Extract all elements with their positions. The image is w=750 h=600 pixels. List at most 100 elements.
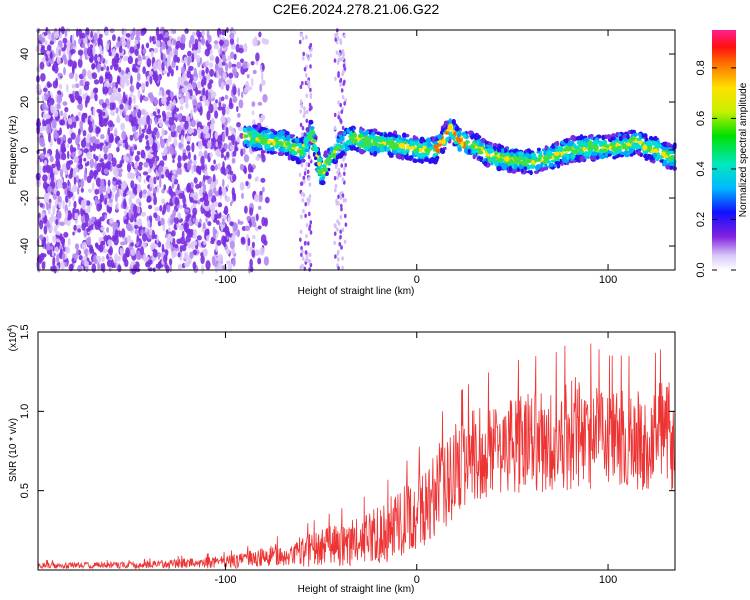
noise-point — [252, 234, 256, 240]
noise-point — [125, 247, 130, 258]
ridge-point — [485, 144, 489, 148]
noise-point — [201, 37, 206, 46]
noise-point — [299, 229, 303, 234]
noise-point — [231, 63, 237, 68]
noise-point — [145, 81, 149, 87]
ridge-point — [345, 146, 350, 151]
noise-point — [65, 194, 69, 204]
noise-point — [83, 260, 89, 267]
ridge-point — [445, 136, 449, 142]
ridge-point — [376, 138, 380, 143]
noise-point — [341, 265, 344, 271]
ridge-point — [262, 130, 267, 134]
noise-point — [207, 82, 212, 90]
noise-point — [116, 202, 119, 209]
noise-point — [126, 162, 132, 173]
noise-point — [175, 65, 179, 71]
noise-point — [205, 66, 209, 75]
noise-point — [229, 240, 235, 250]
ridge-point — [611, 133, 617, 137]
noise-point — [118, 188, 122, 196]
noise-point — [159, 205, 163, 212]
noise-point — [115, 107, 119, 114]
noise-point — [87, 69, 92, 79]
noise-point — [334, 37, 338, 42]
noise-point — [52, 63, 56, 72]
ridge-point — [659, 159, 665, 163]
noise-point — [335, 201, 339, 206]
ridge-point — [372, 128, 378, 133]
ridge-point — [624, 152, 630, 158]
ridge-point — [476, 148, 482, 152]
noise-point — [208, 103, 214, 114]
ridge-point — [303, 136, 310, 143]
noise-point — [208, 189, 213, 198]
noise-point — [336, 227, 339, 232]
noise-point — [176, 36, 181, 41]
noise-point — [179, 41, 186, 51]
ridge-point — [629, 153, 634, 157]
ridge-point — [364, 145, 369, 152]
ridge-point — [269, 150, 275, 155]
noise-point — [258, 193, 263, 203]
noise-point — [142, 66, 146, 75]
noise-point — [152, 249, 158, 258]
ridge-point — [325, 171, 329, 176]
noise-point — [184, 28, 189, 34]
noise-point — [68, 52, 72, 61]
noise-point — [89, 158, 95, 169]
noise-point — [40, 73, 46, 82]
noise-point — [226, 230, 230, 237]
noise-point — [99, 216, 105, 222]
noise-point — [174, 113, 178, 118]
ridge-point — [547, 160, 551, 164]
noise-point — [83, 157, 87, 162]
noise-point — [91, 248, 95, 254]
ridge-point — [516, 167, 520, 172]
ridge-point — [290, 134, 296, 138]
ridge-point — [645, 140, 650, 145]
ridge-point — [406, 144, 410, 150]
noise-point — [309, 230, 313, 235]
ridge-point — [616, 146, 622, 150]
noise-point — [141, 82, 145, 91]
noise-point — [174, 250, 178, 258]
noise-point — [116, 116, 121, 124]
ridge-point — [560, 140, 565, 145]
noise-point — [62, 200, 65, 210]
noise-point — [80, 207, 84, 217]
noise-point — [240, 148, 244, 157]
noise-point — [337, 115, 341, 120]
noise-point — [301, 81, 304, 86]
noise-point — [62, 252, 66, 261]
noise-point — [84, 162, 88, 167]
noise-point — [305, 35, 308, 40]
ridge-point — [310, 130, 316, 135]
noise-point — [302, 208, 305, 214]
noise-point — [211, 213, 215, 221]
ridge-point — [521, 160, 525, 166]
noise-point — [84, 221, 89, 228]
ridge-point — [383, 137, 387, 142]
noise-point — [102, 248, 108, 254]
noise-point — [339, 215, 343, 220]
noise-point — [340, 109, 344, 115]
noise-point — [230, 51, 235, 59]
noise-point — [172, 169, 177, 175]
ridge-point — [472, 154, 476, 160]
noise-point — [107, 239, 112, 246]
noise-point — [218, 143, 222, 150]
ridge-point — [422, 139, 426, 143]
noise-point — [167, 234, 173, 242]
ridge-point — [363, 140, 368, 145]
noise-point — [101, 256, 105, 263]
ridge-point — [663, 159, 668, 164]
noise-point — [124, 141, 129, 150]
noise-point — [199, 106, 203, 116]
ridge-point — [539, 151, 543, 158]
ridge-point — [294, 138, 300, 143]
noise-point — [167, 40, 171, 46]
noise-point — [70, 132, 76, 140]
noise-point — [163, 254, 168, 263]
y-tick-label: 20 — [19, 96, 31, 108]
